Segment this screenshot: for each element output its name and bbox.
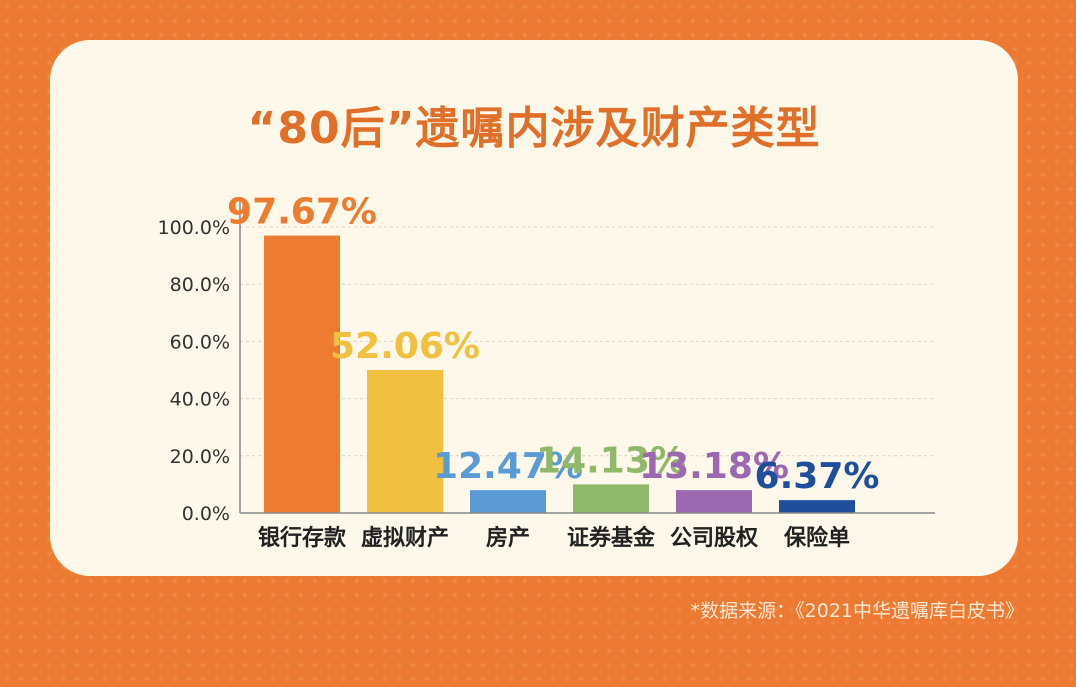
bar-5: [676, 490, 752, 513]
chart-title: “80后”遗嘱内涉及财产类型: [247, 103, 821, 154]
y-tick-label: 0.0%: [182, 503, 230, 525]
chart-card: “80后”遗嘱内涉及财产类型 0.0% 20.0% 40.0% 60.0% 80.0% 1…: [50, 40, 1018, 576]
bar-chart: 0.0% 20.0% 40.0% 60.0% 80.0% 100.0%97.67% 银行存款…: [158, 192, 935, 551]
y-tick-label: 40.0%: [170, 389, 230, 411]
x-tick-label: 银行存款: [258, 525, 347, 551]
data-source-note: *数据来源：《2021中华遗嘱库白皮书》: [690, 600, 1024, 622]
value-label: 97.67%: [227, 192, 377, 233]
y-tick-label: 20.0%: [170, 446, 230, 468]
bar-3: [470, 490, 546, 513]
y-tick-label: 80.0%: [170, 274, 230, 296]
value-label: 14.13%: [536, 440, 686, 481]
x-tick-label: 房产: [486, 525, 530, 551]
x-tick-label: 公司股权: [670, 525, 759, 551]
bar-2: [367, 370, 443, 513]
bar-4: [573, 484, 649, 513]
value-label: 52.06%: [330, 326, 480, 367]
value-label: 12.47%: [433, 446, 583, 487]
value-label: 6.37%: [755, 456, 880, 497]
value-label: 13.18%: [639, 446, 789, 487]
y-tick-label: 60.0%: [170, 331, 230, 353]
bar-1: [264, 235, 340, 513]
bar-6: [779, 500, 855, 513]
x-tick-label: 证券基金: [567, 525, 656, 551]
x-tick-label: 虚拟财产: [361, 525, 449, 551]
y-tick-label: 100.0%: [158, 217, 230, 239]
x-tick-label: 保险单: [783, 525, 850, 551]
